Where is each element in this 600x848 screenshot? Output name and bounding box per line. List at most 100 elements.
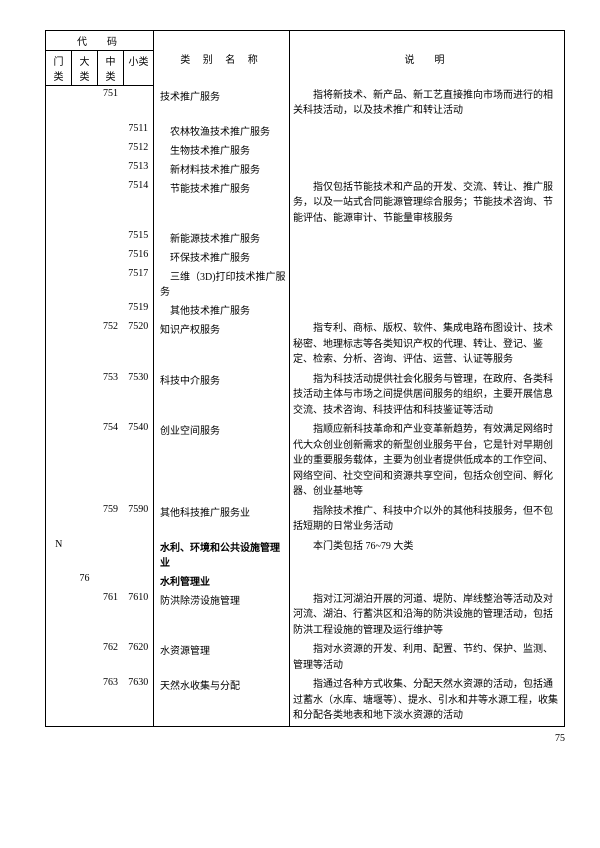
code-xiaolei [124,86,154,121]
category-name: 创业空间服务 [154,420,290,502]
header-xiaolei: 小类 [124,51,154,86]
code-menlei [46,319,72,370]
header-zhonglei: 中类 [98,51,124,86]
table-row: 7597590其他科技推广服务业指除技术推广、科技中介以外的其他科技服务，但不包… [46,502,565,537]
classification-table: 代 码 类 别 名 称 说 明 门类 大类 中类 小类 751技术推广服务指将新… [45,30,565,727]
code-xiaolei: 7530 [124,370,154,421]
category-name: 节能技术推广服务 [154,178,290,229]
code-xiaolei: 7511 [124,121,154,140]
description: 指对江河湖泊开展的河道、堤防、岸线整治等活动及对河流、湖泊、行蓄洪区和沿海的防洪… [290,590,565,641]
code-xiaolei: 7540 [124,420,154,502]
code-menlei [46,502,72,537]
table-row: 7547540创业空间服务指顺应新科技革命和产业变革新趋势，有效满足网络时代大众… [46,420,565,502]
code-menlei [46,178,72,229]
header-menlei: 门类 [46,51,72,86]
code-menlei [46,590,72,641]
code-xiaolei: 7610 [124,590,154,641]
code-menlei [46,228,72,247]
category-name: 三维（3D)打印技术推广服务 [154,266,290,300]
code-dalei [72,300,98,319]
code-menlei [46,300,72,319]
table-row: 7519 其他技术推广服务 [46,300,565,319]
code-dalei [72,86,98,121]
category-name: 天然水收集与分配 [154,675,290,726]
table-row: 7516 环保技术推广服务 [46,247,565,266]
code-xiaolei: 7519 [124,300,154,319]
code-xiaolei: 7620 [124,640,154,675]
description: 指通过各种方式收集、分配天然水资源的活动，包括通过蓄水（水库、塘堰等）、提水、引… [290,675,565,726]
code-xiaolei: 7517 [124,266,154,300]
code-dalei [72,370,98,421]
code-zhonglei: 762 [98,640,124,675]
table-row: 7637630天然水收集与分配指通过各种方式收集、分配天然水资源的活动，包括通过… [46,675,565,726]
category-name: 水利管理业 [154,571,290,590]
header-description: 说 明 [290,31,565,86]
code-zhonglei [98,159,124,178]
code-menlei [46,266,72,300]
code-dalei [72,502,98,537]
category-name: 知识产权服务 [154,319,290,370]
category-name: 农林牧渔技术推广服务 [154,121,290,140]
description: 指顺应新科技革命和产业变革新趋势，有效满足网络时代大众创业创新需求的新型创业服务… [290,420,565,502]
category-name: 其他技术推广服务 [154,300,290,319]
code-zhonglei: 751 [98,86,124,121]
code-menlei [46,247,72,266]
code-zhonglei [98,300,124,319]
code-dalei [72,420,98,502]
code-zhonglei: 752 [98,319,124,370]
table-row: 7517 三维（3D)打印技术推广服务 [46,266,565,300]
table-row: 7537530科技中介服务指为科技活动提供社会化服务与管理，在政府、各类科技活动… [46,370,565,421]
code-menlei: N [46,537,72,571]
code-xiaolei [124,537,154,571]
table-row: 7527520知识产权服务指专利、商标、版权、软件、集成电路布图设计、技术秘密、… [46,319,565,370]
code-menlei [46,675,72,726]
description: 指除技术推广、科技中介以外的其他科技服务，但不包括短期的日常业务活动 [290,502,565,537]
category-name: 水利、环境和公共设施管理业 [154,537,290,571]
description [290,266,565,300]
category-name: 技术推广服务 [154,86,290,121]
description [290,140,565,159]
code-xiaolei: 7630 [124,675,154,726]
table-row: 7513 新材料技术推广服务 [46,159,565,178]
header-code-group: 代 码 [46,31,154,51]
category-name: 科技中介服务 [154,370,290,421]
code-zhonglei [98,266,124,300]
code-menlei [46,159,72,178]
category-name: 生物技术推广服务 [154,140,290,159]
code-menlei [46,420,72,502]
code-zhonglei [98,571,124,590]
code-dalei [72,140,98,159]
table-row: 7627620水资源管理指对水资源的开发、利用、配置、节约、保护、监测、管理等活… [46,640,565,675]
code-zhonglei [98,228,124,247]
code-xiaolei [124,571,154,590]
category-name: 其他科技推广服务业 [154,502,290,537]
table-row: 7515 新能源技术推广服务 [46,228,565,247]
description: 指仅包括节能技术和产品的开发、交流、转让、推广服务，以及一站式合同能源管理综合服… [290,178,565,229]
code-dalei [72,537,98,571]
code-dalei [72,640,98,675]
page-number: 75 [45,733,565,744]
code-dalei [72,590,98,641]
code-dalei [72,159,98,178]
code-dalei [72,319,98,370]
description [290,121,565,140]
code-zhonglei [98,178,124,229]
code-zhonglei: 754 [98,420,124,502]
category-name: 水资源管理 [154,640,290,675]
category-name: 新能源技术推广服务 [154,228,290,247]
description: 本门类包括 76~79 大类 [290,537,565,571]
category-name: 环保技术推广服务 [154,247,290,266]
code-menlei [46,86,72,121]
code-zhonglei [98,537,124,571]
code-xiaolei: 7520 [124,319,154,370]
code-zhonglei [98,140,124,159]
header-category-name: 类 别 名 称 [154,31,290,86]
category-name: 新材料技术推广服务 [154,159,290,178]
code-zhonglei: 761 [98,590,124,641]
code-xiaolei: 7590 [124,502,154,537]
code-menlei [46,640,72,675]
code-xiaolei: 7513 [124,159,154,178]
code-menlei [46,370,72,421]
code-dalei [72,247,98,266]
description [290,228,565,247]
